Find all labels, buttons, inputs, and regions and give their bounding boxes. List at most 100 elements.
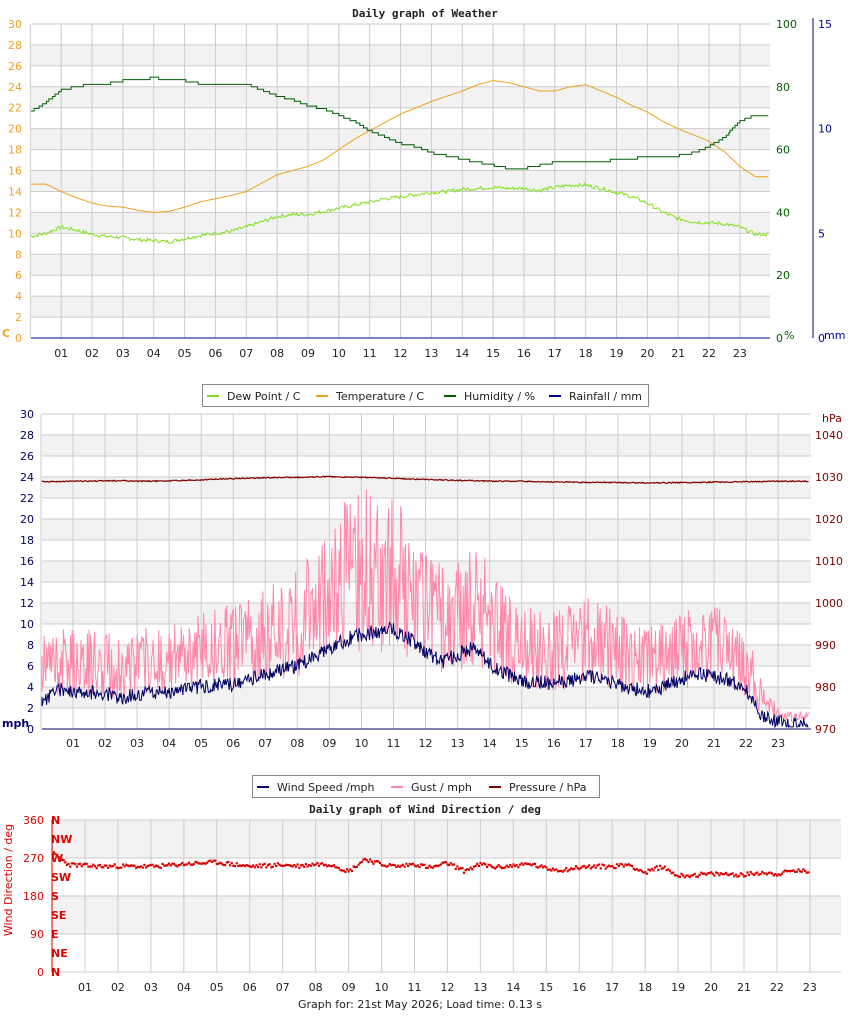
x-tick-label: 21 <box>671 347 685 360</box>
left-tick-label: 6 <box>15 269 22 282</box>
direction-point <box>257 865 260 869</box>
direction-point <box>700 871 703 874</box>
direction-point <box>326 865 329 868</box>
x-tick-label: 13 <box>473 981 487 994</box>
x-tick-label: 04 <box>147 347 161 360</box>
direction-point <box>238 864 242 867</box>
direction-point <box>654 866 657 869</box>
direction-point <box>227 860 230 864</box>
direction-point <box>777 873 780 876</box>
x-tick-label: 13 <box>424 347 438 360</box>
direction-point <box>459 867 462 870</box>
x-tick-label: 11 <box>363 347 377 360</box>
direction-point <box>622 865 625 868</box>
x-tick-label: 17 <box>605 981 619 994</box>
direction-point <box>500 866 503 869</box>
direction-point <box>489 864 492 867</box>
direction-point <box>591 865 594 869</box>
left-tick-label: 12 <box>8 206 22 219</box>
x-tick-label: 21 <box>707 737 721 750</box>
direction-point <box>258 863 261 866</box>
direction-point <box>364 857 367 861</box>
direction-point <box>612 866 615 869</box>
direction-point <box>535 865 538 868</box>
direction-point <box>509 863 512 867</box>
direction-point <box>390 864 393 867</box>
rain-axis-ticks: 0 5 10 15 <box>818 18 832 345</box>
direction-point <box>278 863 281 866</box>
direction-point <box>107 866 110 869</box>
direction-point <box>225 861 228 864</box>
wind-band <box>42 477 811 498</box>
direction-point <box>764 872 767 875</box>
direction-point <box>283 864 286 867</box>
x-tick-label: 14 <box>455 347 469 360</box>
direction-point <box>642 871 645 874</box>
direction-point <box>805 871 808 874</box>
direction-point <box>201 862 204 865</box>
direction-point <box>776 874 779 877</box>
wind-speed-line <box>41 621 809 729</box>
direction-point <box>789 870 792 873</box>
direction-point <box>546 868 550 871</box>
direction-point <box>247 864 250 867</box>
direction-point <box>375 860 378 863</box>
mph-tick-label: 4 <box>27 681 34 694</box>
direction-point <box>347 870 350 873</box>
direction-point <box>553 869 556 872</box>
x-tick-label: 10 <box>354 737 368 750</box>
direction-point <box>357 863 360 866</box>
direction-point <box>245 864 248 867</box>
pressure-axis-unit: hPa <box>822 412 842 425</box>
direction-point <box>782 870 785 873</box>
direction-point <box>573 867 576 870</box>
direction-point <box>706 872 709 875</box>
x-tick-label: 20 <box>640 347 654 360</box>
direction-point <box>756 871 759 874</box>
direction-point <box>550 869 553 872</box>
direction-point <box>309 864 312 867</box>
direction-band <box>52 896 841 934</box>
x-tick-label: 08 <box>270 347 284 360</box>
direction-point <box>668 869 672 872</box>
x-tick-label: 02 <box>111 981 125 994</box>
direction-point <box>319 862 322 865</box>
direction-point <box>772 874 775 877</box>
direction-point <box>393 864 396 867</box>
direction-point <box>471 868 474 871</box>
direction-point <box>431 866 434 869</box>
direction-point <box>479 861 482 865</box>
mph-tick-label: 6 <box>27 660 34 673</box>
degree-tick-label: 360 <box>23 814 44 827</box>
direction-point <box>705 873 708 876</box>
direction-point <box>576 867 579 870</box>
left-tick-label: 18 <box>8 144 22 157</box>
x-tick-label: 19 <box>671 981 685 994</box>
direction-point <box>181 861 184 864</box>
direction-point <box>443 861 446 864</box>
direction-point <box>125 863 128 866</box>
direction-point <box>314 863 317 866</box>
direction-point <box>374 860 377 863</box>
compass-labels: N NE E SE S SW W NW N <box>51 814 72 979</box>
x-tick-label: 14 <box>506 981 520 994</box>
direction-point <box>578 868 581 871</box>
direction-point <box>533 862 536 865</box>
direction-point <box>80 865 83 868</box>
x-tick-label: 16 <box>572 981 586 994</box>
direction-point <box>235 862 238 865</box>
direction-point <box>733 875 736 878</box>
direction-point <box>747 873 751 876</box>
direction-point <box>140 865 143 868</box>
direction-point <box>367 860 370 864</box>
left-tick-label: 24 <box>8 81 22 94</box>
direction-point <box>154 864 157 867</box>
direction-point <box>280 864 283 867</box>
direction-point <box>110 865 113 868</box>
direction-point <box>794 870 797 873</box>
direction-point <box>406 865 410 868</box>
direction-point <box>220 862 223 865</box>
direction-point <box>74 863 77 866</box>
direction-point <box>719 872 723 875</box>
direction-point <box>72 862 75 865</box>
